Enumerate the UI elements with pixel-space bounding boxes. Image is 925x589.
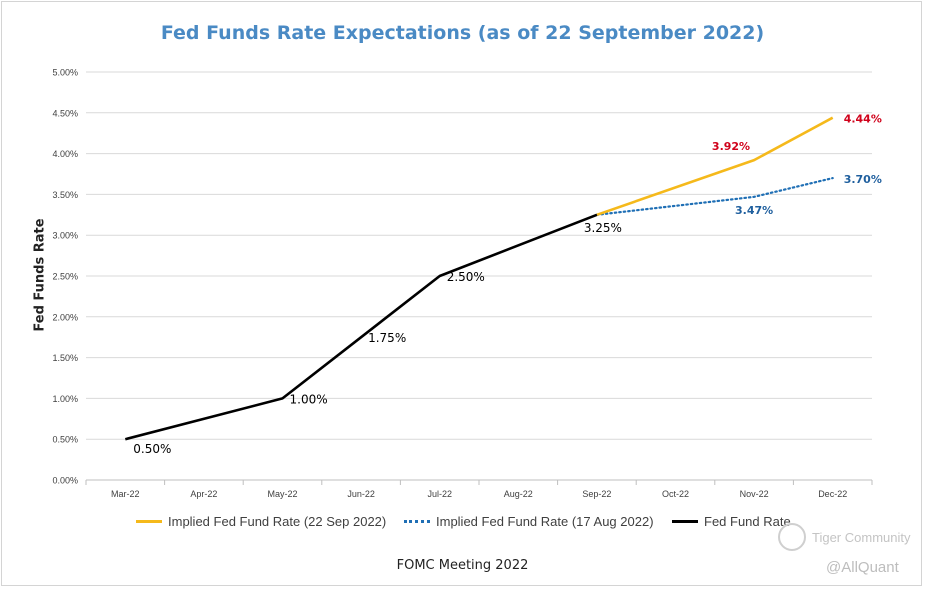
y-axis-title: Fed Funds Rate — [32, 218, 48, 332]
community-watermark: Tiger Community — [778, 523, 910, 551]
y-tick-label: 1.00% — [52, 394, 78, 404]
series-line-2 — [124, 213, 598, 441]
legend-item-fed-fund: Fed Fund Rate — [672, 514, 791, 529]
tiger-logo-icon — [778, 523, 806, 551]
chart-title: Fed Funds Rate Expectations (as of 22 Se… — [160, 22, 765, 44]
y-tick-label: 2.00% — [52, 312, 78, 322]
y-tick-label: 3.50% — [52, 190, 78, 200]
legend-swatch-implied-sep — [136, 520, 162, 523]
x-tick-label: May-22 — [267, 489, 297, 499]
legend-item-implied-sep: Implied Fed Fund Rate (22 Sep 2022) — [136, 514, 386, 529]
legend-item-implied-aug: Implied Fed Fund Rate (17 Aug 2022) — [404, 514, 654, 529]
series-line-1 — [595, 176, 834, 216]
y-tick-label: 0.50% — [52, 435, 78, 445]
x-tick-label: Jun-22 — [347, 489, 375, 499]
legend-label-implied-aug: Implied Fed Fund Rate (17 Aug 2022) — [436, 514, 654, 529]
legend-swatch-fed-fund — [672, 520, 698, 523]
legend: Implied Fed Fund Rate (22 Sep 2022) Impl… — [0, 514, 925, 534]
x-tick-label: Sep-22 — [582, 489, 611, 499]
legend-label-fed-fund: Fed Fund Rate — [704, 514, 791, 529]
y-tick-label: 2.50% — [52, 272, 78, 282]
series-line-0 — [596, 116, 834, 217]
y-tick-label: 4.50% — [52, 108, 78, 118]
y-tick-label: 4.00% — [52, 149, 78, 159]
handle-watermark: @AllQuant — [826, 559, 899, 576]
data-label: 4.44% — [844, 113, 882, 126]
community-watermark-text: Tiger Community — [812, 529, 911, 545]
x-tick-label: Apr-22 — [190, 489, 217, 499]
y-tick-label: 5.00% — [52, 68, 78, 78]
x-tick-label: Mar-22 — [111, 489, 140, 499]
data-label: 3.25% — [584, 221, 622, 235]
data-label: 3.92% — [712, 140, 750, 153]
x-tick-label: Aug-22 — [504, 489, 533, 499]
legend-label-implied-sep: Implied Fed Fund Rate (22 Sep 2022) — [168, 514, 387, 529]
x-tick-label: Dec-22 — [818, 489, 847, 499]
x-tick-label: Oct-22 — [662, 489, 689, 499]
legend-swatch-implied-aug — [404, 520, 430, 523]
y-tick-label: 0.00% — [52, 476, 78, 486]
data-label: 1.00% — [290, 392, 328, 406]
data-label: 0.50% — [133, 442, 171, 456]
data-label: 1.75% — [368, 331, 406, 345]
x-axis-title: FOMC Meeting 2022 — [396, 558, 529, 573]
y-tick-label: 3.00% — [52, 231, 78, 241]
data-label: 3.47% — [735, 204, 773, 217]
x-tick-label: Nov-22 — [740, 489, 769, 499]
y-tick-label: 1.50% — [52, 353, 78, 363]
data-label: 2.50% — [447, 270, 485, 284]
x-tick-label: Jul-22 — [427, 489, 452, 499]
data-label: 3.70% — [844, 173, 882, 186]
